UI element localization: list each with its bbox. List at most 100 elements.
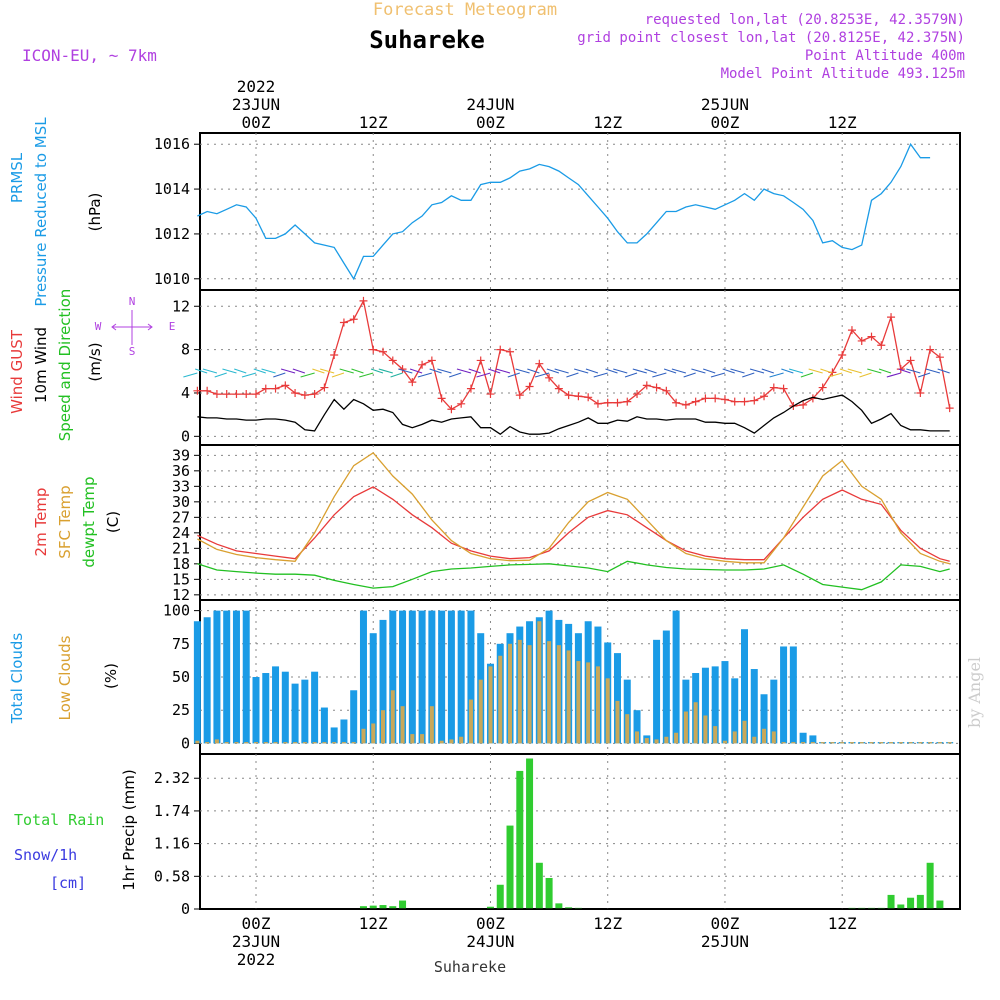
wind-arrow [183, 372, 198, 378]
wind-arrow [613, 368, 628, 374]
low-cloud-bar [586, 662, 591, 744]
wind-arrow [398, 368, 413, 374]
wind-arrow [878, 368, 892, 374]
total-cloud-bar [672, 610, 680, 744]
total-cloud-bar [457, 610, 465, 744]
rain-bar [506, 825, 514, 909]
total-cloud-bar [330, 727, 338, 744]
rain-bar [486, 906, 494, 909]
low-cloud-bar [605, 678, 610, 744]
low-cloud-bar [879, 742, 884, 744]
gust-point [945, 404, 954, 413]
total-cloud-bar [359, 610, 367, 744]
top-time-label: 25JUN [701, 95, 749, 114]
low-cloud-bar [810, 742, 815, 744]
low-cloud-bar [674, 732, 679, 744]
top-time-label: 12Z [593, 113, 622, 132]
gust-point [818, 383, 827, 392]
gust-point [847, 326, 856, 335]
y-tick-label: 30 [172, 493, 190, 511]
total-cloud-bar [711, 666, 719, 744]
gust-point [779, 384, 788, 393]
wind-arrow [710, 372, 726, 378]
low-cloud-bar [371, 723, 376, 744]
wind-arrow [437, 368, 452, 374]
gridpoint-coords: grid point closest lon,lat (20.8125E, 42… [577, 30, 965, 46]
total-cloud-bar [399, 610, 407, 744]
y-tick-label: 27 [172, 508, 190, 526]
low-cloud-bar [468, 699, 473, 744]
wind-arrow [390, 372, 403, 378]
gust-point [887, 313, 896, 322]
temp-unit: (C) [104, 511, 122, 533]
wind-arrow [527, 368, 540, 374]
low-cloud-bar [410, 734, 415, 744]
low-cloud-bar [537, 621, 542, 744]
wind-arrow [194, 368, 208, 374]
top-time-label: 12Z [359, 113, 388, 132]
total-cloud-bar [623, 679, 631, 744]
wind-gust-line [197, 298, 951, 411]
total-cloud-bar [311, 671, 319, 744]
low-cloud-bar [517, 639, 522, 744]
wind-arrow [761, 368, 774, 374]
gust-point [838, 351, 847, 360]
gust-point [730, 397, 739, 406]
bottom-time-label: 00Z [476, 914, 505, 933]
gust-point [672, 398, 681, 407]
sfc-temp-label: SFC Temp [56, 485, 74, 558]
low-cloud-bar [625, 714, 630, 744]
dewpt-temp-line [197, 560, 950, 591]
wind-arrow [788, 368, 804, 374]
gust-point [359, 296, 368, 305]
gust-point [300, 391, 309, 400]
total-cloud-bar [223, 610, 231, 744]
low-cloud-bar [205, 742, 210, 744]
wind-arrow [722, 368, 735, 374]
gust-point [388, 356, 397, 365]
low-cloud-bar [439, 740, 444, 744]
gust-label: Wind GUST [8, 329, 26, 414]
gust-point [691, 397, 700, 406]
y-tick-label: 4 [181, 384, 190, 402]
compass-west: W [95, 320, 102, 333]
low-cloud-bar [429, 706, 434, 744]
gust-point [193, 386, 202, 395]
wind-arrow [632, 368, 647, 374]
wind-arrow [202, 368, 218, 374]
gust-point [857, 336, 866, 345]
gust-point [242, 390, 251, 399]
total-cloud-bar [350, 690, 358, 744]
gust-point [662, 386, 671, 395]
gust-point [613, 398, 622, 407]
low-cloud-bar [263, 742, 268, 744]
gust-point [457, 399, 466, 408]
wind-arrow [300, 372, 315, 378]
wind-unit: (m/s) [86, 342, 104, 381]
low-cloud-bar [293, 742, 298, 744]
low-cloud-bar [576, 661, 581, 744]
total-cloud-bar [633, 710, 641, 744]
bottom-time-label: 25JUN [701, 932, 749, 951]
gust-point [437, 394, 446, 403]
wind-arrow [292, 368, 306, 374]
total-cloud-bar [447, 610, 455, 744]
bottom-time-label: 12Z [828, 914, 857, 933]
low-cloud-bar [859, 742, 864, 744]
compass-south: S [129, 345, 136, 358]
gust-point [447, 405, 456, 414]
low-cloud-bar [195, 740, 200, 744]
y-tick-label: 36 [172, 462, 190, 480]
clouds-panel: 0 25 50 75 100 [163, 599, 961, 755]
low-cloud-bar [556, 645, 561, 744]
y-tick-label: 100 [163, 602, 190, 620]
gust-point [896, 365, 905, 374]
total-cloud-bar [408, 610, 416, 744]
low-cloud-bar [322, 742, 327, 744]
wind-arrow [847, 368, 862, 374]
wind-arrow [448, 372, 462, 378]
snow-unit-label: [cm] [50, 874, 86, 892]
total-cloud-bar [272, 666, 280, 744]
low-cloud-bar [332, 742, 337, 744]
